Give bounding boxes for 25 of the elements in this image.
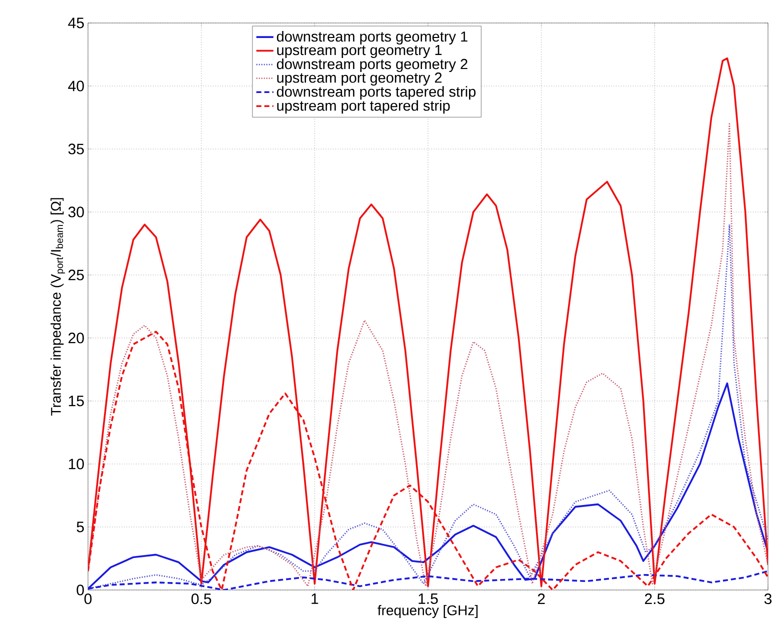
y-tick-label: 15 <box>68 396 84 406</box>
x-tick-label: 2.5 <box>644 594 664 604</box>
legend-label: upstream port tapered strip <box>277 100 450 114</box>
y-tick-label: 20 <box>68 332 84 344</box>
x-tick-label: 1 <box>312 594 318 604</box>
x-axis-title: frequency [GHz] <box>378 605 478 618</box>
y-tick-label: 35 <box>68 144 84 154</box>
y-tick-label: 0 <box>76 584 84 596</box>
x-tick-label: 2 <box>538 594 545 604</box>
legend-label: downstream ports geometry 1 <box>276 31 468 45</box>
legend-label: upstream port geometry 2 <box>277 72 442 86</box>
x-tick-label: 0 <box>84 594 92 604</box>
y-axis-title: Transfer impedance (V$_{port}$/I$_{beam}$) [Ω] <box>50 198 65 416</box>
y-tick-label: 45 <box>68 18 84 28</box>
x-tick-label: 3 <box>764 594 772 604</box>
y-tick-label: 5 <box>76 522 84 532</box>
y-tick-label: 30 <box>68 206 84 218</box>
legend-label: downstream ports tapered strip <box>276 86 476 100</box>
x-tick-label: 0.5 <box>191 594 212 604</box>
y-tick-label: 10 <box>68 458 84 470</box>
y-tick-label: 40 <box>68 80 84 92</box>
legend-label: downstream ports geometry 2 <box>276 58 468 72</box>
x-tick-label: 1.5 <box>418 594 438 604</box>
legend-label: upstream port geometry 1 <box>277 45 442 58</box>
y-tick-label: 25 <box>68 270 84 280</box>
